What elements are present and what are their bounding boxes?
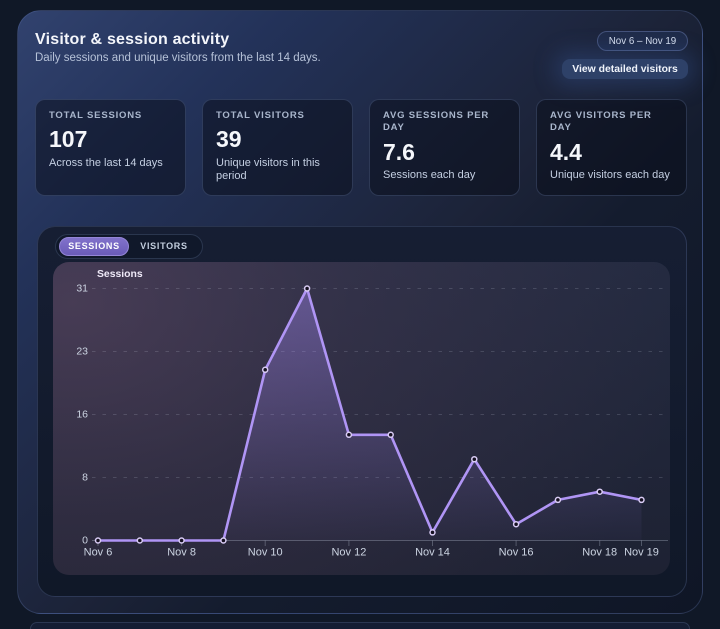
svg-text:Nov 12: Nov 12 [331, 547, 366, 559]
svg-text:8: 8 [82, 472, 88, 484]
svg-text:0: 0 [82, 535, 88, 547]
svg-text:Nov 6: Nov 6 [84, 547, 113, 559]
svg-text:Sessions: Sessions [97, 269, 143, 280]
svg-text:Nov 18: Nov 18 [582, 547, 617, 559]
svg-text:23: 23 [76, 346, 88, 358]
svg-text:16: 16 [76, 409, 88, 421]
svg-text:Nov 10: Nov 10 [248, 547, 283, 559]
svg-text:Nov 16: Nov 16 [499, 547, 534, 559]
svg-text:Nov 19: Nov 19 [624, 547, 659, 559]
svg-text:31: 31 [76, 283, 88, 295]
svg-text:Nov 8: Nov 8 [167, 547, 196, 559]
svg-text:Nov 14: Nov 14 [415, 547, 450, 559]
